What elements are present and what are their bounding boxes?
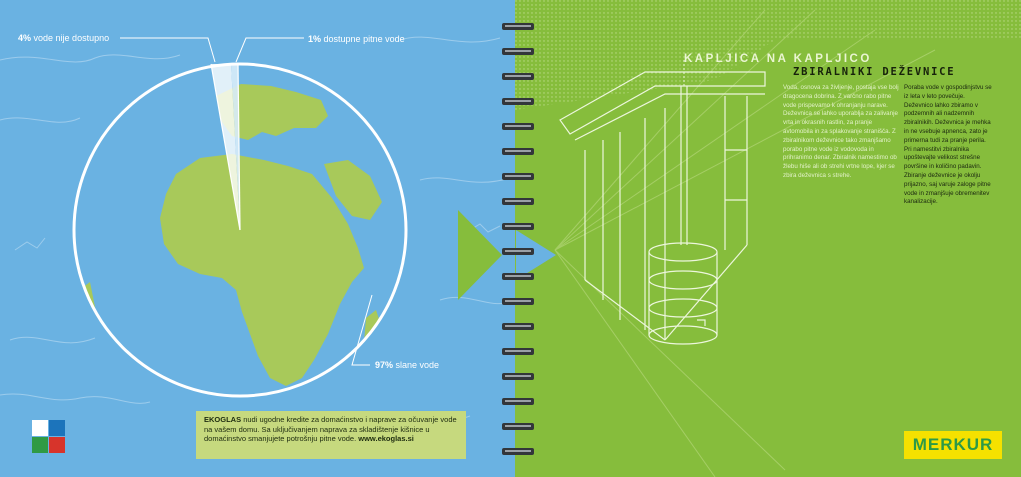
background-map-lines xyxy=(0,36,515,422)
page-subtitle: ZBIRALNIKI DEŽEVNICE xyxy=(793,66,956,78)
binding-ring xyxy=(498,197,538,206)
binding-ring xyxy=(498,122,538,131)
label-top-right-pct: 1% xyxy=(308,34,322,44)
logo-tile-red xyxy=(49,437,65,453)
binding-ring xyxy=(498,347,538,356)
page-title: KAPLJICA NA KAPLJICO xyxy=(684,53,872,65)
info-box-brand: EKOGLAS xyxy=(204,415,242,424)
binding-ring xyxy=(498,147,538,156)
binding-ring xyxy=(498,397,538,406)
left-page: 4% vode nije dostupno 1% dostupne pitne … xyxy=(0,0,515,477)
label-top-left-text: vode nije dostupno xyxy=(33,33,110,43)
leader-lines xyxy=(120,37,373,366)
binding-ring xyxy=(498,22,538,31)
binding-ring xyxy=(498,247,538,256)
binding-ring xyxy=(498,97,538,106)
binding-ring xyxy=(498,422,538,431)
globe-outline xyxy=(72,62,408,398)
info-box-text: nudi ugodne kredite za domaćinstvo i nap… xyxy=(204,415,457,444)
binding-ring xyxy=(498,222,538,231)
binding-ring xyxy=(498,72,538,81)
binding-ring xyxy=(498,297,538,306)
label-top-right-text: dostupne pitne vode xyxy=(323,34,405,44)
label-bottom-text: slane vode xyxy=(395,360,440,370)
merkur-logo: MERKUR xyxy=(904,431,1002,459)
binding-ring xyxy=(498,322,538,331)
binding-ring xyxy=(498,47,538,56)
logo-tile-green xyxy=(32,437,48,453)
info-box: EKOGLAS nudi ugodne kredite za domaćinst… xyxy=(196,411,466,459)
binding-ring xyxy=(498,172,538,181)
label-top-left: 4% vode nije dostupno xyxy=(18,33,128,44)
globe-pie-chart xyxy=(72,62,408,398)
house-barrel-illustration xyxy=(559,60,766,345)
label-top-left-pct: 4% xyxy=(18,33,32,43)
label-top-right: 1% dostupne pitne vode xyxy=(308,34,428,45)
text-column-2: Poraba vode v gospodinjstvu se iz leta v… xyxy=(904,84,992,206)
label-bottom-pct: 97% xyxy=(375,360,394,370)
text-column-1: Voda, osnova za življenje, postaja vse b… xyxy=(783,84,899,179)
binding-ring xyxy=(498,447,538,456)
logo-tile-white xyxy=(32,420,48,436)
spiral-binding xyxy=(498,22,538,462)
info-box-url[interactable]: www.ekoglas.si xyxy=(358,434,414,444)
binding-ring xyxy=(498,272,538,281)
ekoglas-logo xyxy=(32,420,66,454)
binding-arrows xyxy=(458,210,556,300)
pie-slice-drinkable xyxy=(231,64,240,230)
label-bottom: 97% slane vode xyxy=(375,360,475,371)
right-page xyxy=(515,0,1021,477)
logo-tile-blue xyxy=(49,420,65,436)
binding-ring xyxy=(498,372,538,381)
